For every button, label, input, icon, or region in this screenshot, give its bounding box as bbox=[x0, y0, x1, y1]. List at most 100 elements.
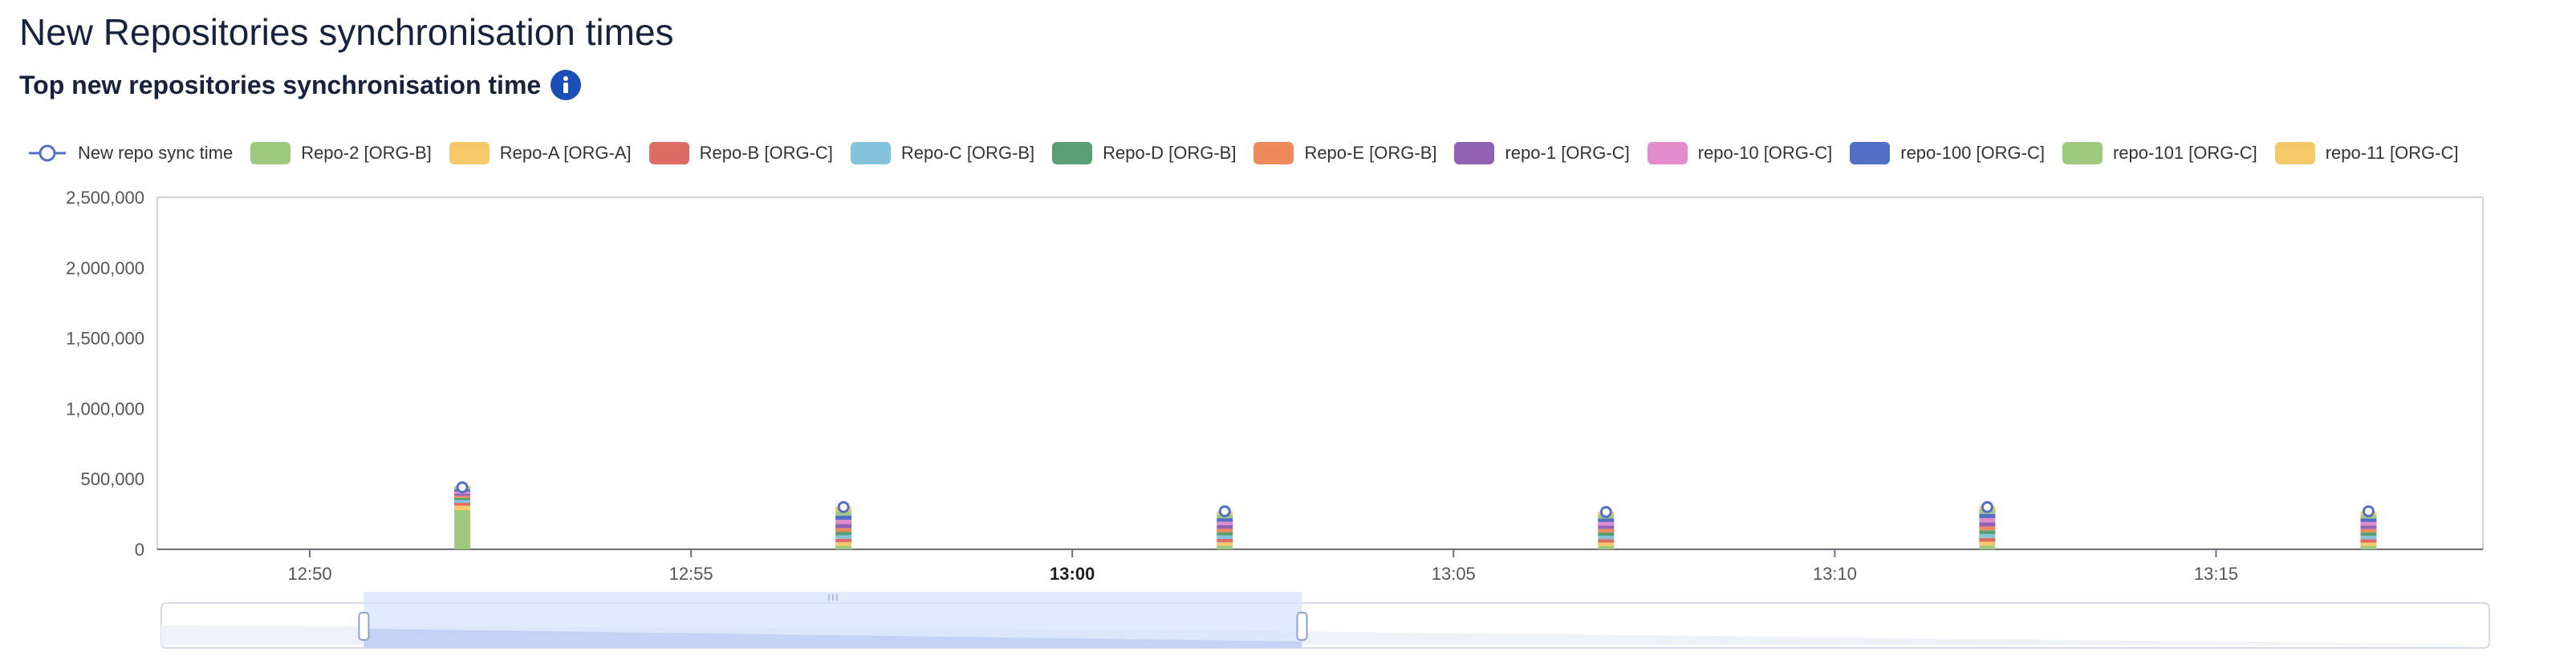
bar-segment[interactable] bbox=[1598, 536, 1615, 540]
bar-segment[interactable] bbox=[1217, 545, 1233, 549]
bar-segment[interactable] bbox=[1979, 541, 1996, 546]
bar-segment[interactable] bbox=[1217, 524, 1233, 529]
bar-segment[interactable] bbox=[835, 528, 852, 532]
bar-segment[interactable] bbox=[454, 509, 471, 549]
legend-label: Repo-E [ORG-B] bbox=[1304, 143, 1437, 163]
legend-item-repo-b-org-c[interactable]: Repo-B [ORG-C] bbox=[648, 142, 833, 164]
bar-segment[interactable] bbox=[2360, 525, 2377, 529]
x-tick-label: 13:10 bbox=[1813, 564, 1857, 584]
legend-item-repo-100-org-c[interactable]: repo-100 [ORG-C] bbox=[1850, 142, 2045, 164]
bar-segment[interactable] bbox=[835, 511, 852, 516]
bar-segment[interactable] bbox=[1217, 539, 1233, 543]
legend-label: Repo-B [ORG-C] bbox=[699, 143, 833, 163]
bar-segment[interactable] bbox=[1217, 521, 1233, 525]
bar-segment[interactable] bbox=[2360, 545, 2377, 549]
bar-segment[interactable] bbox=[1598, 528, 1615, 532]
bar-segment[interactable] bbox=[1598, 545, 1615, 549]
bar-segment[interactable] bbox=[1598, 539, 1615, 543]
legend-item-repo-d-org-b[interactable]: Repo-D [ORG-B] bbox=[1052, 142, 1236, 164]
bar-segment[interactable] bbox=[1979, 530, 1996, 535]
bar-segment[interactable] bbox=[1979, 513, 1996, 519]
bar-segment[interactable] bbox=[454, 493, 471, 496]
bar-segment[interactable] bbox=[2360, 518, 2377, 522]
line-point[interactable] bbox=[456, 481, 469, 494]
bar-segment[interactable] bbox=[2360, 521, 2377, 526]
info-icon[interactable] bbox=[551, 70, 582, 100]
legend-item-repo-1-org-c[interactable]: repo-1 [ORG-C] bbox=[1454, 142, 1630, 164]
zoom-selected-shadow bbox=[364, 629, 1302, 648]
sync-time-line bbox=[462, 488, 2368, 512]
bar-segment[interactable] bbox=[454, 497, 471, 500]
bar-segment[interactable] bbox=[1598, 542, 1615, 546]
x-tick-label: 13:00 bbox=[1050, 564, 1095, 584]
legend-label: repo-1 [ORG-C] bbox=[1505, 143, 1630, 163]
line-point[interactable] bbox=[1218, 505, 1231, 518]
bar-segment[interactable] bbox=[835, 524, 852, 528]
legend-swatch-repo-10-org-c bbox=[1647, 142, 1688, 164]
chart-subtitle-row: Top new repositories synchronisation tim… bbox=[19, 66, 582, 104]
bar-segment[interactable] bbox=[2360, 532, 2377, 536]
bar-segment[interactable] bbox=[1979, 537, 1996, 542]
bar-segment[interactable] bbox=[835, 542, 852, 546]
legend-label: Repo-D [ORG-B] bbox=[1103, 143, 1237, 163]
bar-segment[interactable] bbox=[2360, 536, 2377, 540]
bar-segment[interactable] bbox=[1217, 532, 1233, 536]
legend-label: Repo-C [ORG-B] bbox=[900, 143, 1035, 163]
bar-segment[interactable] bbox=[1217, 528, 1233, 532]
bar-segment[interactable] bbox=[2360, 542, 2377, 546]
chart-legend: New repo sync time Repo-2 [ORG-B] Repo-A [… bbox=[27, 135, 2476, 172]
legend-swatch-repo-2-org-b bbox=[250, 142, 291, 164]
bar-segment[interactable] bbox=[1217, 518, 1233, 522]
bar-segment[interactable] bbox=[835, 535, 852, 539]
line-point[interactable] bbox=[2362, 505, 2375, 518]
x-tick-label: 12:50 bbox=[288, 564, 332, 584]
bar-segment[interactable] bbox=[1598, 518, 1615, 522]
bar-segment[interactable] bbox=[1979, 545, 1996, 549]
bar-segment[interactable] bbox=[1979, 526, 1996, 531]
bar-segment[interactable] bbox=[454, 503, 471, 506]
legend-item-new-repo-sync-time[interactable]: New repo sync time bbox=[27, 142, 233, 164]
y-tick-label: 500,000 bbox=[80, 469, 144, 489]
bar-segment[interactable] bbox=[454, 496, 471, 498]
legend-item-repo-c-org-b[interactable]: Repo-C [ORG-B] bbox=[850, 142, 1035, 164]
bar-segment[interactable] bbox=[1217, 542, 1233, 546]
bar-segment[interactable] bbox=[1979, 518, 1996, 523]
bar-segment[interactable] bbox=[1598, 525, 1615, 529]
bar-segment[interactable] bbox=[1598, 521, 1615, 526]
data-zoom-slider bbox=[160, 592, 2490, 649]
legend-item-repo-10-org-c[interactable]: repo-10 [ORG-C] bbox=[1647, 142, 1832, 164]
legend-item-repo-101-org-c[interactable]: repo-101 [ORG-C] bbox=[2062, 142, 2257, 164]
legend-item-repo-2-org-b[interactable]: Repo-2 [ORG-B] bbox=[250, 142, 432, 164]
bar-segment[interactable] bbox=[454, 505, 471, 510]
legend-swatch-repo-e-org-b bbox=[1253, 142, 1294, 164]
bar-segment[interactable] bbox=[1979, 522, 1996, 527]
bar-segment[interactable] bbox=[1598, 532, 1615, 536]
bar-segment[interactable] bbox=[1979, 534, 1996, 538]
zoom-handle-end[interactable] bbox=[1296, 612, 1308, 641]
bar-segment[interactable] bbox=[2360, 539, 2377, 543]
bar-segment[interactable] bbox=[835, 538, 852, 543]
legend-swatch-repo-b-org-c bbox=[648, 142, 689, 164]
bar-segment[interactable] bbox=[1217, 535, 1233, 540]
line-point[interactable] bbox=[1599, 505, 1612, 518]
legend-swatch-repo-100-org-c bbox=[1850, 142, 1891, 164]
bar-segment[interactable] bbox=[835, 520, 852, 524]
legend-item-repo-e-org-b[interactable]: Repo-E [ORG-B] bbox=[1253, 142, 1436, 164]
line-point[interactable] bbox=[837, 500, 850, 513]
bar-segment[interactable] bbox=[835, 545, 852, 549]
line-point[interactable] bbox=[1981, 500, 1993, 513]
bar-segment[interactable] bbox=[454, 500, 471, 504]
legend-item-repo-a-org-a[interactable]: Repo-A [ORG-A] bbox=[449, 142, 632, 164]
zoom-handle-start[interactable] bbox=[358, 612, 370, 641]
bar-segment[interactable] bbox=[2360, 528, 2377, 532]
bar-segment[interactable] bbox=[835, 532, 852, 536]
legend-item-repo-11-org-c[interactable]: repo-11 [ORG-C] bbox=[2274, 142, 2459, 164]
legend-swatch-repo-11-org-c bbox=[2274, 142, 2315, 164]
legend-label: Repo-A [ORG-A] bbox=[499, 143, 632, 163]
y-tick-label: 2,000,000 bbox=[66, 258, 144, 278]
x-tick-label: 13:15 bbox=[2194, 564, 2238, 584]
legend-swatch-repo-101-org-c bbox=[2062, 142, 2103, 164]
bar-segment[interactable] bbox=[835, 515, 852, 520]
legend-label: repo-101 [ORG-C] bbox=[2112, 143, 2257, 163]
